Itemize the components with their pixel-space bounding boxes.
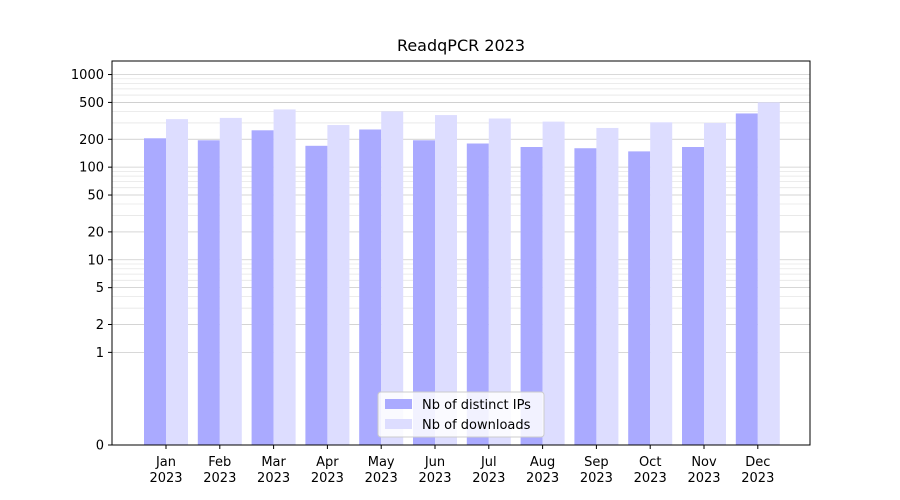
x-tick-label-year: 2023 [634,471,667,486]
bar-downloads [381,111,404,445]
x-tick-label-month: Aug [530,455,555,470]
bar-downloads [327,125,350,445]
x-tick-label-year: 2023 [365,471,398,486]
legend-swatch [385,399,412,409]
y-tick-label: 5 [96,281,104,296]
bar-distinct-ips [466,143,489,446]
bar-distinct-ips [413,140,435,446]
x-tick-label-year: 2023 [472,471,505,486]
y-tick-label: 1 [96,346,104,361]
x-tick-label-month: May [368,455,395,470]
x-tick-label-month: Apr [316,455,339,470]
bar-downloads [435,115,457,446]
y-tick-label: 1000 [71,68,104,83]
bar-downloads [704,122,726,445]
bar-downloads [596,127,619,445]
x-tick-label-year: 2023 [149,471,182,486]
bar-distinct-ips [197,140,220,446]
bar-downloads [219,117,242,445]
x-tick-label-month: Jun [424,455,445,470]
x-tick-label-month: Dec [745,455,770,470]
bar-distinct-ips [305,145,328,446]
x-tick-label-month: Oct [639,455,661,470]
x-tick-label-year: 2023 [687,471,720,486]
y-axis: 0 1 2 5 10 20 50 100 200 500 1000 [71,68,112,454]
bar-downloads [542,121,565,446]
y-tick-label: 100 [79,161,104,176]
x-tick-label-month: Jul [480,455,497,470]
chart-title: ReadqPCR 2023 [397,36,525,55]
bar-distinct-ips [359,129,382,446]
y-tick-label: 200 [79,133,104,148]
y-tick-label: 0 [96,439,104,454]
plot-frame [111,60,811,446]
legend-box [377,391,545,438]
x-tick-label-year: 2023 [741,471,774,486]
legend: Nb of distinct IPs Nb of downloads [377,391,545,438]
x-tick-label-month: Jan [155,455,176,470]
legend-label: Nb of downloads [422,418,531,433]
bar-downloads [757,102,780,446]
bars [144,102,780,446]
bar-distinct-ips [251,130,274,445]
x-tick-label-year: 2023 [311,471,344,486]
x-tick-label-year: 2023 [257,471,290,486]
y-tick-label: 50 [87,189,104,204]
bar-downloads [650,122,673,445]
x-tick-label-year: 2023 [526,471,559,486]
y-tick-label: 500 [79,96,104,111]
x-tick-label-month: Feb [208,455,231,470]
legend-label: Nb of distinct IPs [422,398,531,413]
x-tick-label-year: 2023 [580,471,613,486]
x-tick-label-month: Sep [584,455,609,470]
x-tick-label-month: Mar [261,455,286,470]
legend-swatch [385,419,412,429]
x-tick-label-year: 2023 [203,471,236,486]
y-tick-label: 20 [87,225,104,240]
bar-distinct-ips [682,147,704,445]
x-axis: Jan2023Feb2023Mar2023Apr2023May2023Jun20… [149,445,774,486]
y-tick-label: 2 [96,318,104,333]
y-tick-label: 10 [87,253,104,268]
bar-distinct-ips [574,148,597,445]
bar-downloads [166,119,188,445]
x-tick-label-month: Nov [691,455,717,470]
x-tick-label-year: 2023 [418,471,451,486]
bar-distinct-ips [144,138,166,445]
bar-downloads [273,109,296,445]
bar-downloads [488,118,511,445]
bar-distinct-ips [520,147,543,445]
bar-distinct-ips [628,151,651,445]
bar-distinct-ips [735,113,758,446]
